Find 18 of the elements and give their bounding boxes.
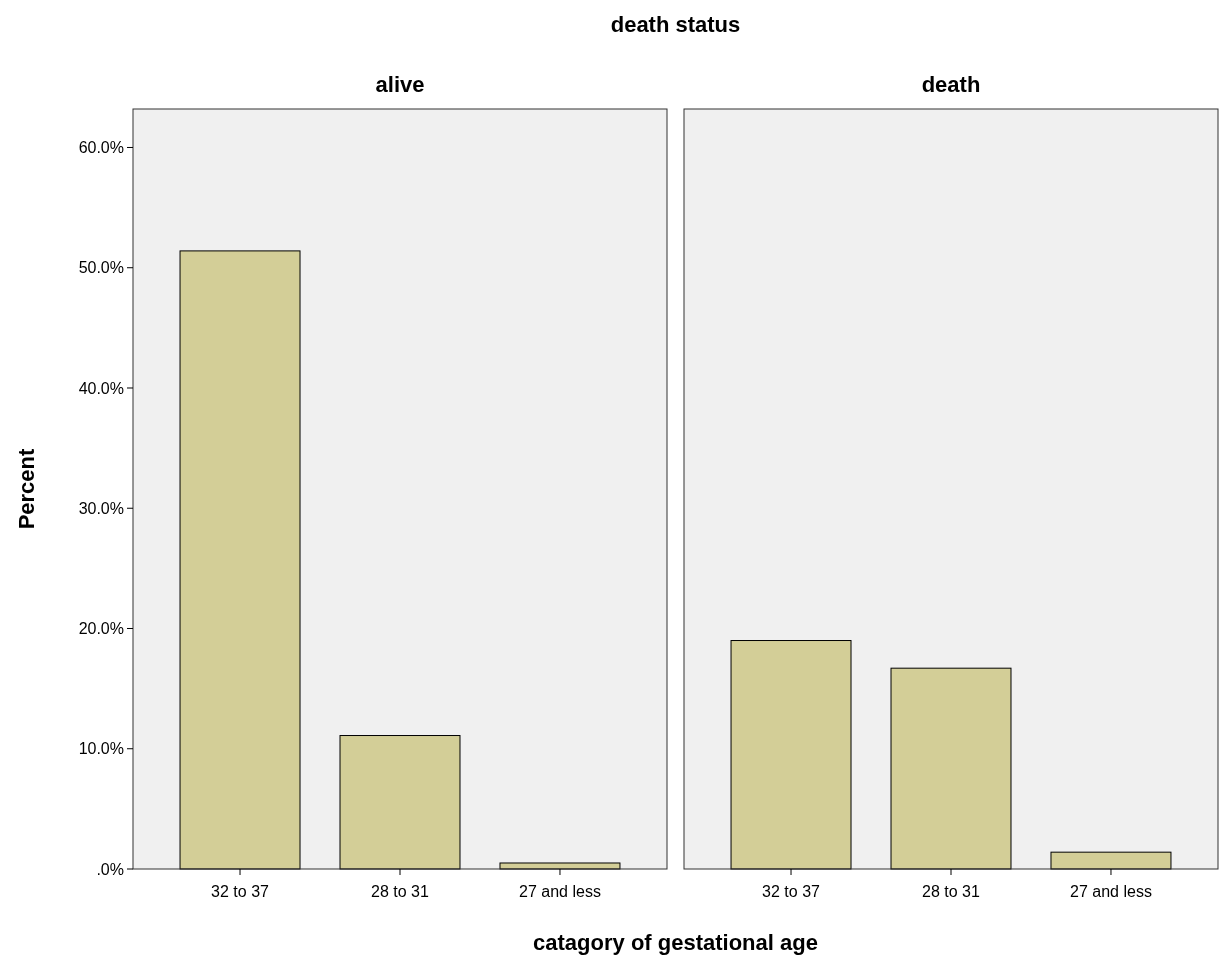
y-tick-label: 50.0% [78, 259, 124, 277]
x-tick-label: 27 and less [1070, 883, 1152, 900]
x-tick-label: 32 to 37 [211, 883, 270, 900]
y-tick-label: 40.0% [78, 379, 124, 397]
y-tick-label: .0% [96, 860, 124, 878]
x-tick-label: 28 to 31 [371, 883, 430, 900]
x-tick-label: 28 to 31 [922, 883, 981, 900]
y-axis-title: Percent [14, 447, 39, 530]
x-axis-title: catagory of gestational age [533, 930, 818, 955]
x-tick-label: 27 and less [519, 883, 601, 900]
y-tick-label: 60.0% [78, 139, 124, 157]
chart-title: death [921, 72, 981, 97]
y-tick-label: 20.0% [78, 620, 124, 638]
y-tick-label: 10.0% [78, 740, 124, 758]
text: death status [610, 12, 741, 37]
x-tick-label: 32 to 37 [762, 883, 821, 900]
y-tick-label: 30.0% [78, 499, 124, 517]
chart-title: alive [375, 72, 425, 97]
